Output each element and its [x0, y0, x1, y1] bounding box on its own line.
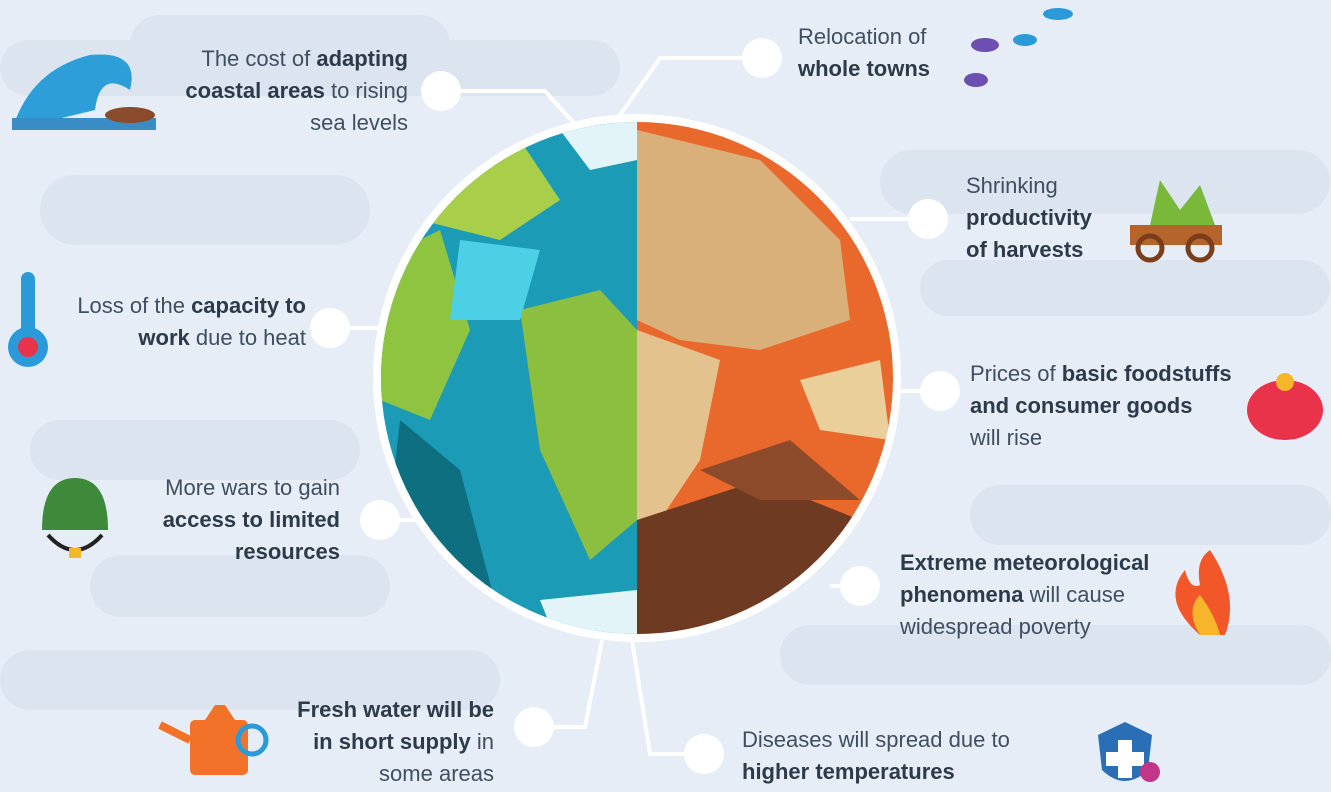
label-text: Shrinking [966, 173, 1058, 198]
item-label: work due to heat [137, 325, 306, 350]
background-bands [0, 15, 1331, 710]
label-text: Diseases will spread due to [742, 727, 1010, 752]
label-text: will cause [1023, 582, 1124, 607]
item-label: some areas [379, 761, 494, 786]
label-bold: resources [235, 539, 340, 564]
label-bold: in short supply [313, 729, 471, 754]
label-bold: capacity to [191, 293, 306, 318]
label-bold: access to limited [163, 507, 340, 532]
item-label: Diseases will spread due to [742, 727, 1010, 752]
label-text: The cost of [201, 46, 316, 71]
label-text: due to heat [190, 325, 306, 350]
item-label: Relocation of [798, 24, 927, 49]
item-label: Shrinking [966, 173, 1058, 198]
item-label: whole towns [797, 56, 930, 81]
item-label: Extreme meteorological [900, 550, 1149, 575]
label-bold: Extreme meteorological [900, 550, 1149, 575]
label-text: Prices of [970, 361, 1062, 386]
item-label: phenomena will cause [900, 582, 1125, 607]
item-label: access to limited [163, 507, 340, 532]
label-text: More wars to gain [165, 475, 340, 500]
label-bold: coastal areas [185, 78, 324, 103]
label-bold: of harvests [966, 237, 1083, 262]
label-text: to rising [325, 78, 408, 103]
label-text: Loss of the [77, 293, 191, 318]
item-label: coastal areas to rising [185, 78, 408, 103]
label-bold: higher temperatures [742, 759, 955, 784]
item-label: widespread poverty [899, 614, 1091, 639]
label-bold: and consumer goods [970, 393, 1192, 418]
label-bold: basic foodstuffs [1062, 361, 1232, 386]
label-bold: phenomena [900, 582, 1024, 607]
item-label: resources [235, 539, 340, 564]
label-bold: Fresh water will be [297, 697, 494, 722]
label-bold: adapting [316, 46, 408, 71]
label-text: Relocation of [798, 24, 927, 49]
item-label: productivity [966, 205, 1093, 230]
item-label: Fresh water will be [297, 697, 494, 722]
label-bold: whole towns [797, 56, 930, 81]
item-label: The cost of adapting [201, 46, 408, 71]
label-bold: productivity [966, 205, 1093, 230]
label-text: will rise [969, 425, 1042, 450]
item-label: Loss of the capacity to [77, 293, 306, 318]
connector-dots [310, 38, 960, 774]
icons [8, 8, 1323, 782]
item-label: higher temperatures [742, 759, 955, 784]
item-label: will rise [969, 425, 1042, 450]
label-text: sea levels [310, 110, 408, 135]
item-label: of harvests [966, 237, 1083, 262]
item-label: in short supply in [313, 729, 494, 754]
label-bold: work [137, 325, 190, 350]
item-label: Prices of basic foodstuffs [970, 361, 1232, 386]
label-text: some areas [379, 761, 494, 786]
label-text: in [471, 729, 494, 754]
item-label: and consumer goods [970, 393, 1192, 418]
item-label: More wars to gain [165, 475, 340, 500]
item-label: sea levels [310, 110, 408, 135]
label-text: widespread poverty [899, 614, 1091, 639]
